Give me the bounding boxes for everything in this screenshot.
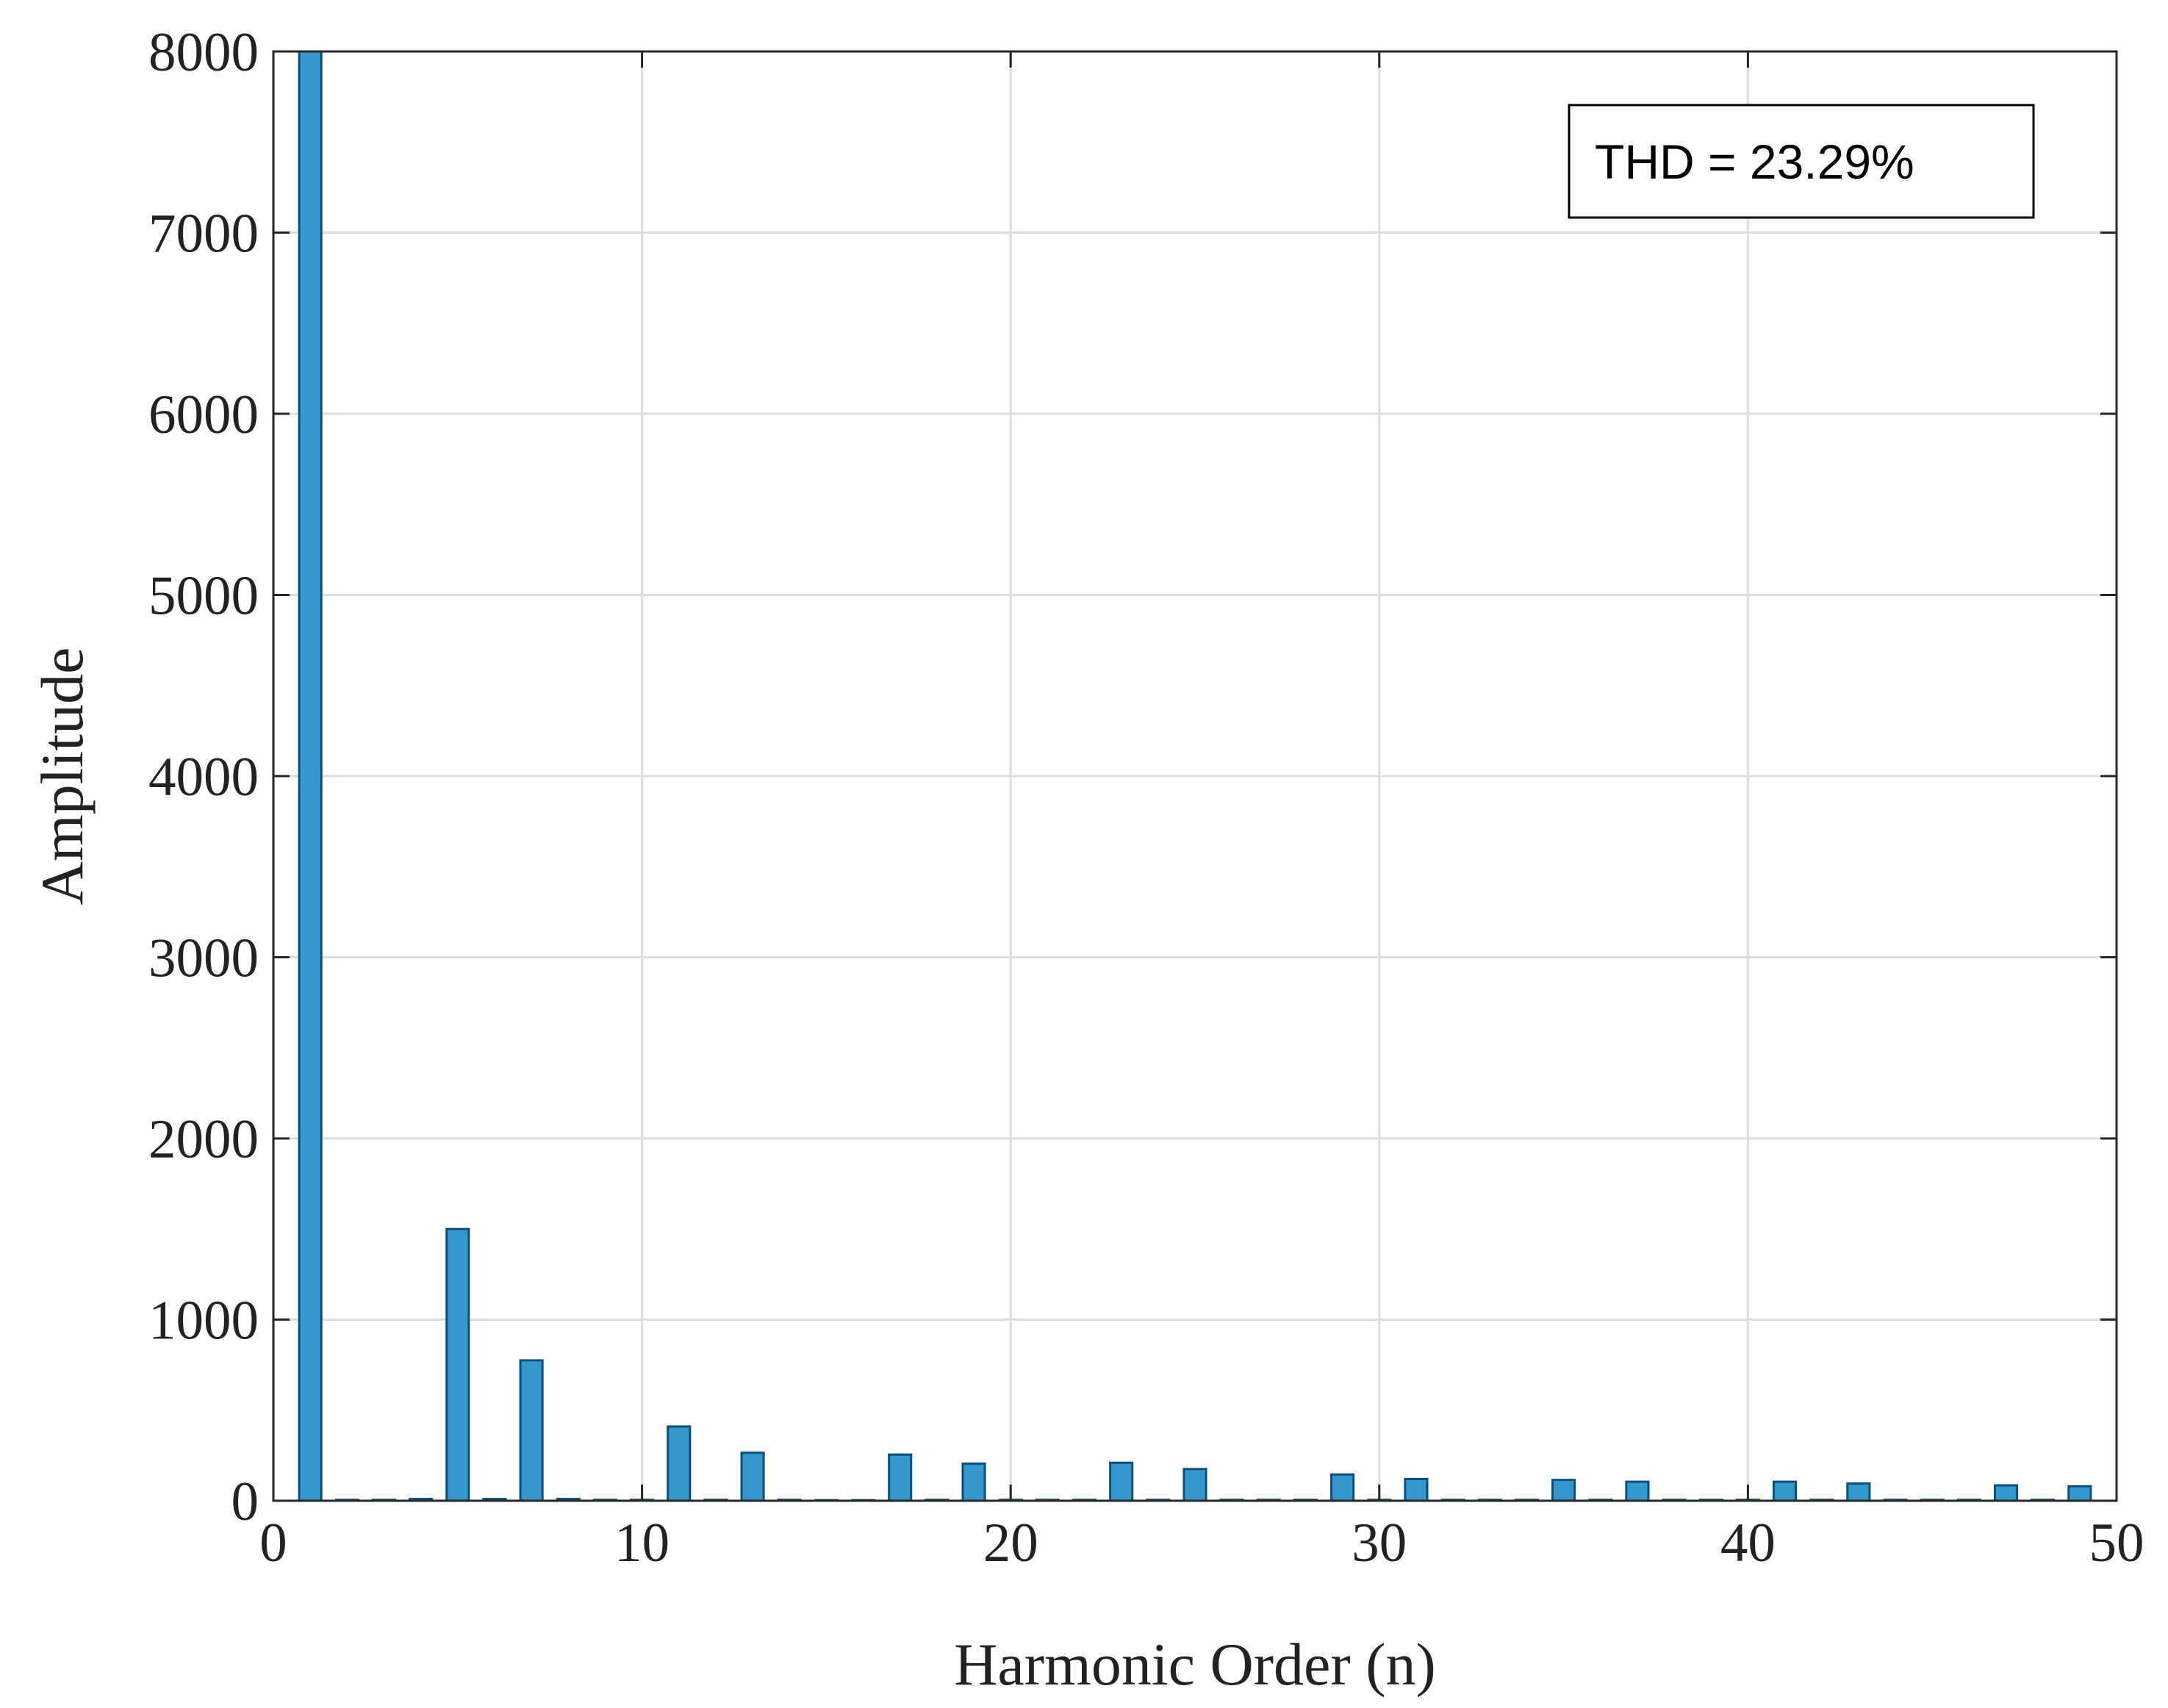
bar-harmonic-43 [1846, 1482, 1871, 1502]
x-tick-label-0: 0 [259, 1513, 287, 1574]
y-tick-label-0: 0 [231, 1471, 259, 1532]
y-tick-label-7000: 7000 [148, 204, 259, 265]
grid-lines [273, 51, 2117, 1501]
thd-annotation-box [1568, 104, 2035, 219]
bar-harmonic-17 [888, 1453, 913, 1502]
bar-harmonic-35 [1551, 1479, 1576, 1502]
x-tick-label-40: 40 [1720, 1513, 1776, 1574]
y-tick-label-8000: 8000 [148, 22, 259, 83]
bar-harmonic-41 [1773, 1480, 1798, 1502]
y-tick-label-4000: 4000 [148, 747, 259, 808]
bar-harmonic-47 [1993, 1484, 2019, 1502]
bar-harmonic-13 [740, 1452, 765, 1502]
y-axis-label: Amplitude [29, 647, 96, 905]
bar-harmonic-11 [667, 1425, 692, 1502]
bar-series [298, 50, 2092, 1502]
x-axis-label: Harmonic Order (n) [954, 1631, 1436, 1698]
bar-harmonic-25 [1182, 1468, 1207, 1502]
bar-harmonic-23 [1109, 1461, 1134, 1502]
bar-harmonic-49 [2067, 1485, 2092, 1502]
y-tick-label-3000: 3000 [148, 928, 259, 989]
bar-harmonic-1 [298, 50, 323, 1502]
bar-harmonic-31 [1404, 1477, 1429, 1502]
thd-annotation: THD = 23.29% [1568, 104, 2035, 219]
thd-annotation-text: THD = 23.29% [1595, 134, 1914, 189]
bar-harmonic-5 [445, 1227, 470, 1502]
bar-harmonic-19 [961, 1462, 986, 1502]
axis-ticks [272, 50, 2118, 1502]
bar-harmonic-29 [1330, 1473, 1355, 1502]
x-tick-label-20: 20 [983, 1513, 1038, 1574]
x-tick-label-50: 50 [2089, 1513, 2144, 1574]
x-tick-label-30: 30 [1352, 1513, 1407, 1574]
y-tick-labels: 0 1000 2000 3000 4000 5000 6000 7000 8000 [148, 22, 259, 1532]
y-tick-label-5000: 5000 [148, 566, 259, 627]
bar-harmonic-37 [1625, 1480, 1650, 1502]
bar-harmonic-7 [519, 1359, 544, 1502]
y-tick-label-2000: 2000 [148, 1109, 259, 1170]
y-tick-label-6000: 6000 [148, 384, 259, 445]
y-tick-label-1000: 1000 [148, 1291, 259, 1352]
x-tick-label-10: 10 [614, 1513, 670, 1574]
x-tick-labels: 0 10 20 30 40 50 [259, 1513, 2144, 1574]
